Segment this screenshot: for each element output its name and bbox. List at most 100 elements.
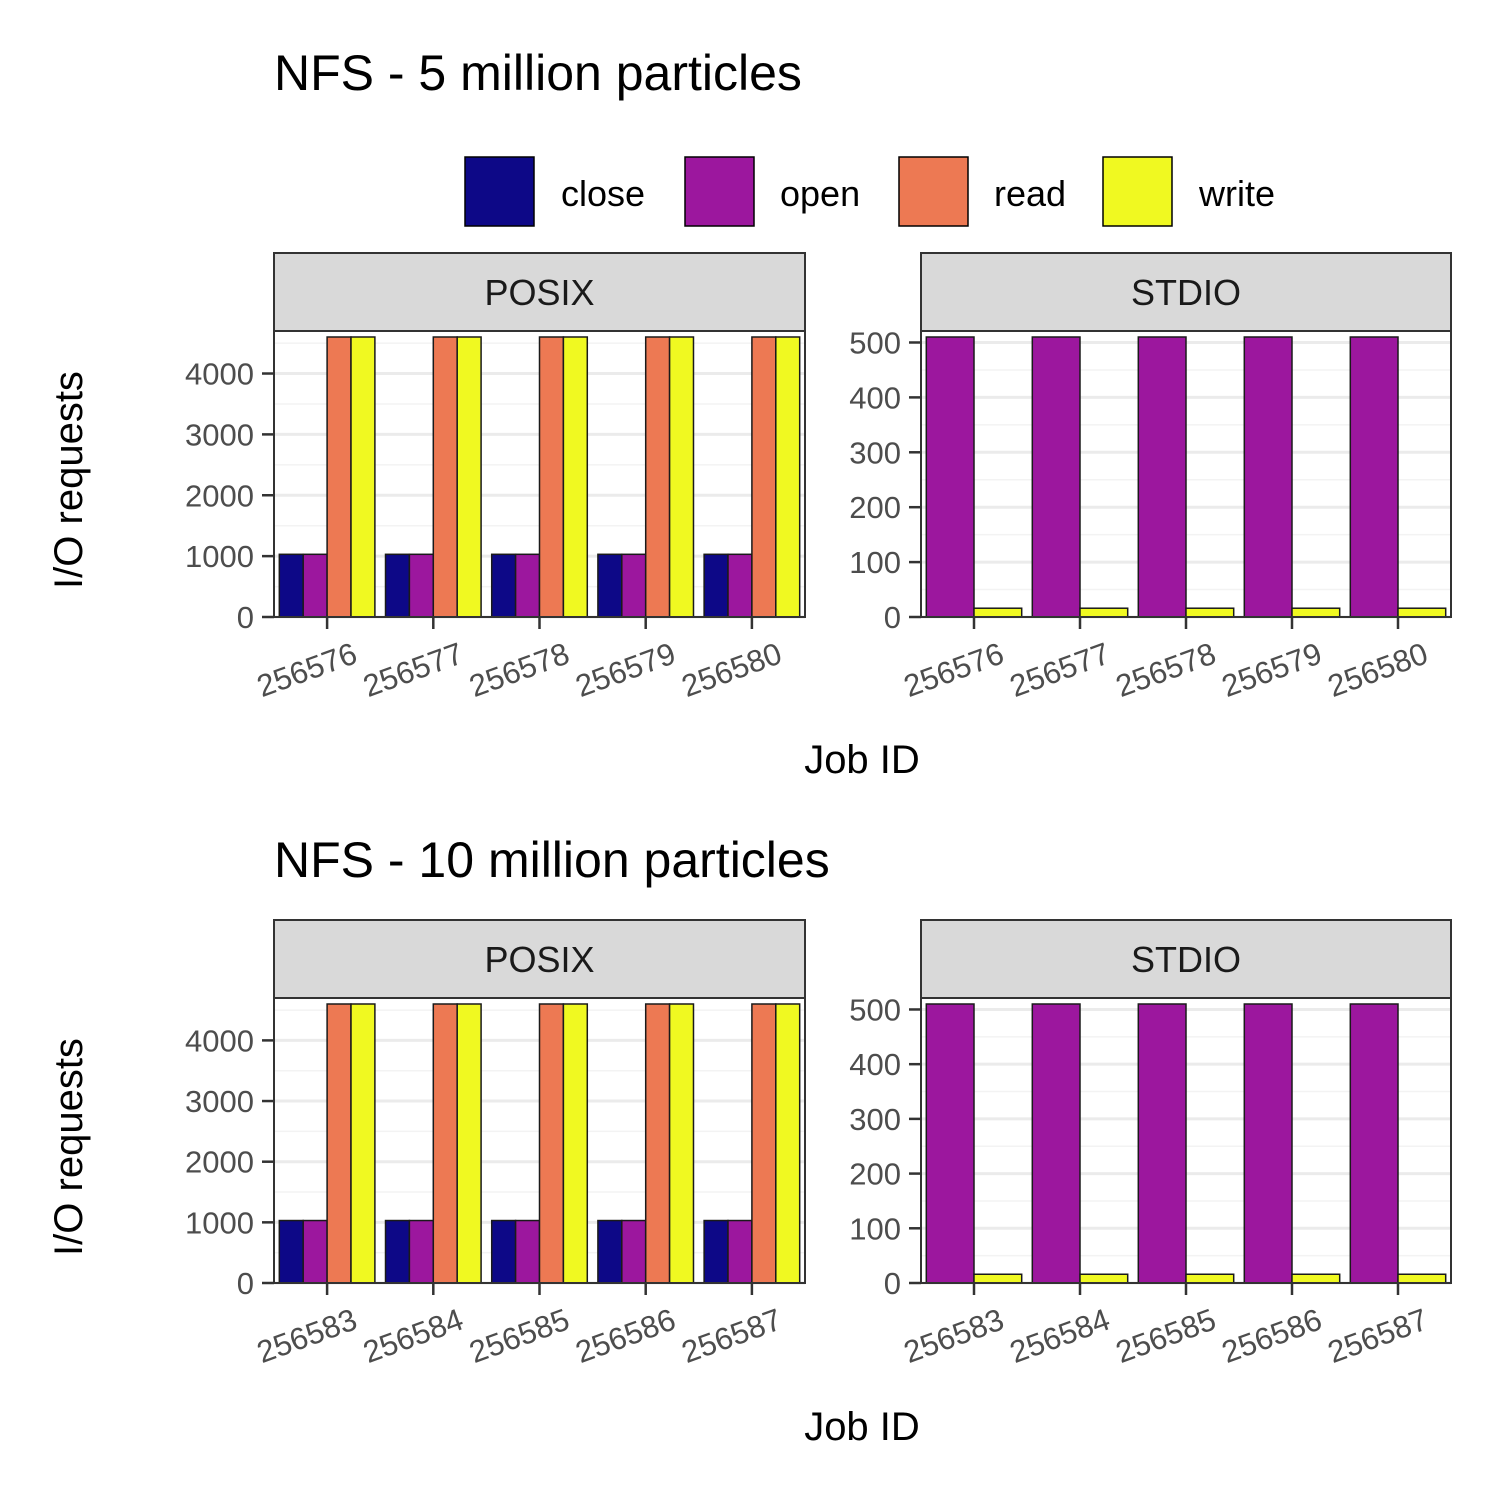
bar-write-256586 (1291, 1273, 1341, 1284)
y-tick-label: 0 (237, 1266, 254, 1301)
y-tick-label: 200 (849, 1157, 901, 1192)
panel-posix: POSIX01000200030004000256583256584256585… (185, 919, 806, 1370)
bar-open-256583 (302, 1219, 328, 1284)
y-axis-title: I/O requests (47, 371, 91, 589)
facet-strip-label: POSIX (484, 272, 594, 313)
facet-strip-label: STDIO (1131, 272, 1241, 313)
panel-border (920, 330, 1452, 618)
bar-open-256578 (1137, 336, 1187, 618)
facet-strip-label: STDIO (1131, 939, 1241, 980)
bar-open-256584 (408, 1219, 435, 1284)
facet-strip (920, 919, 1452, 999)
bar-open-256585 (1137, 1003, 1187, 1284)
bar-write-256576 (350, 336, 376, 618)
bar-open-256579 (621, 553, 647, 618)
bar-write-256577 (456, 336, 482, 618)
y-tick-label: 200 (849, 490, 901, 525)
chart-block-1: NFS - 10 million particles I/O requests Jo… (47, 832, 1452, 1449)
y-tick-label: 2000 (185, 1145, 254, 1180)
bar-read-256584 (432, 1003, 458, 1284)
facet-strip (920, 252, 1452, 332)
bar-close-256576 (278, 553, 304, 618)
bar-open-256576 (302, 553, 328, 618)
bar-close-256586 (597, 1219, 623, 1284)
bar-write-256579 (668, 336, 695, 618)
bar-write-256587 (775, 1003, 801, 1284)
legend-key-close (464, 156, 535, 227)
bar-open-256577 (408, 553, 435, 618)
bar-open-256587 (1349, 1003, 1399, 1284)
chart-title: NFS - 10 million particles (274, 832, 830, 888)
bar-close-256584 (384, 1219, 411, 1284)
bar-read-256583 (326, 1003, 352, 1284)
y-tick-label: 0 (237, 600, 254, 635)
bar-open-256587 (727, 1219, 753, 1284)
bar-close-256580 (703, 553, 729, 618)
bar-open-256584 (1031, 1003, 1081, 1284)
bar-write-256585 (1185, 1273, 1235, 1284)
bar-close-256587 (703, 1219, 729, 1284)
y-tick-label: 2000 (185, 478, 254, 513)
y-tick-label: 4000 (185, 1023, 254, 1058)
chart-block-0: NFS - 5 million particles I/O requests Job… (47, 45, 1452, 782)
y-tick-label: 400 (849, 1047, 901, 1082)
legend-label-read: read (994, 173, 1066, 214)
bar-close-256577 (384, 553, 411, 618)
bar-close-256585 (490, 1219, 517, 1284)
panel-border (920, 997, 1452, 1284)
bar-write-256576 (973, 607, 1023, 618)
bar-write-256587 (1397, 1273, 1447, 1284)
bar-write-256583 (350, 1003, 376, 1284)
bars (278, 336, 801, 618)
bar-open-256579 (1243, 336, 1293, 618)
chart-title: NFS - 5 million particles (274, 45, 802, 101)
x-axis-title: Job ID (804, 738, 920, 782)
bar-write-256583 (973, 1273, 1023, 1284)
bar-write-256586 (668, 1003, 695, 1284)
facet-strip (273, 252, 806, 332)
bar-open-256585 (514, 1219, 541, 1284)
facet-strip (273, 919, 806, 999)
panel-border (273, 997, 806, 1284)
y-tick-label: 500 (849, 325, 901, 360)
bar-open-256580 (1349, 336, 1399, 618)
bar-read-256578 (538, 336, 565, 618)
bars (278, 1003, 801, 1284)
bar-write-256577 (1079, 607, 1129, 618)
bars (925, 1003, 1447, 1284)
legend-key-open (684, 156, 755, 227)
bar-open-256586 (621, 1219, 647, 1284)
y-tick-label: 3000 (185, 1084, 254, 1119)
bar-read-256579 (644, 336, 671, 618)
bar-close-256578 (490, 553, 517, 618)
panel-border (273, 330, 806, 618)
y-tick-label: 1000 (185, 1205, 254, 1240)
bar-read-256576 (326, 336, 352, 618)
y-tick-label: 3000 (185, 417, 254, 452)
bar-close-256579 (597, 553, 623, 618)
legend: close open read write (464, 156, 1275, 227)
y-tick-label: 100 (849, 1211, 901, 1246)
y-tick-label: 400 (849, 380, 901, 415)
y-tick-label: 0 (884, 600, 901, 635)
facet-strip-label: POSIX (484, 939, 594, 980)
legend-label-open: open (780, 173, 860, 214)
bar-write-256578 (562, 336, 589, 618)
legend-key-read (898, 156, 969, 227)
bar-close-256583 (278, 1219, 304, 1284)
bar-read-256585 (538, 1003, 565, 1284)
legend-label-close: close (561, 173, 645, 214)
bar-write-256585 (562, 1003, 589, 1284)
y-tick-label: 4000 (185, 357, 254, 392)
bar-open-256576 (925, 336, 975, 618)
panel-posix: POSIX01000200030004000256576256577256578… (185, 252, 806, 704)
bar-read-256580 (751, 336, 777, 618)
bar-write-256580 (775, 336, 801, 618)
bar-read-256577 (432, 336, 458, 618)
legend-key-write (1102, 156, 1173, 227)
bar-write-256579 (1291, 607, 1341, 618)
y-tick-label: 100 (849, 545, 901, 580)
bar-write-256584 (1079, 1273, 1129, 1284)
bar-open-256578 (514, 553, 541, 618)
